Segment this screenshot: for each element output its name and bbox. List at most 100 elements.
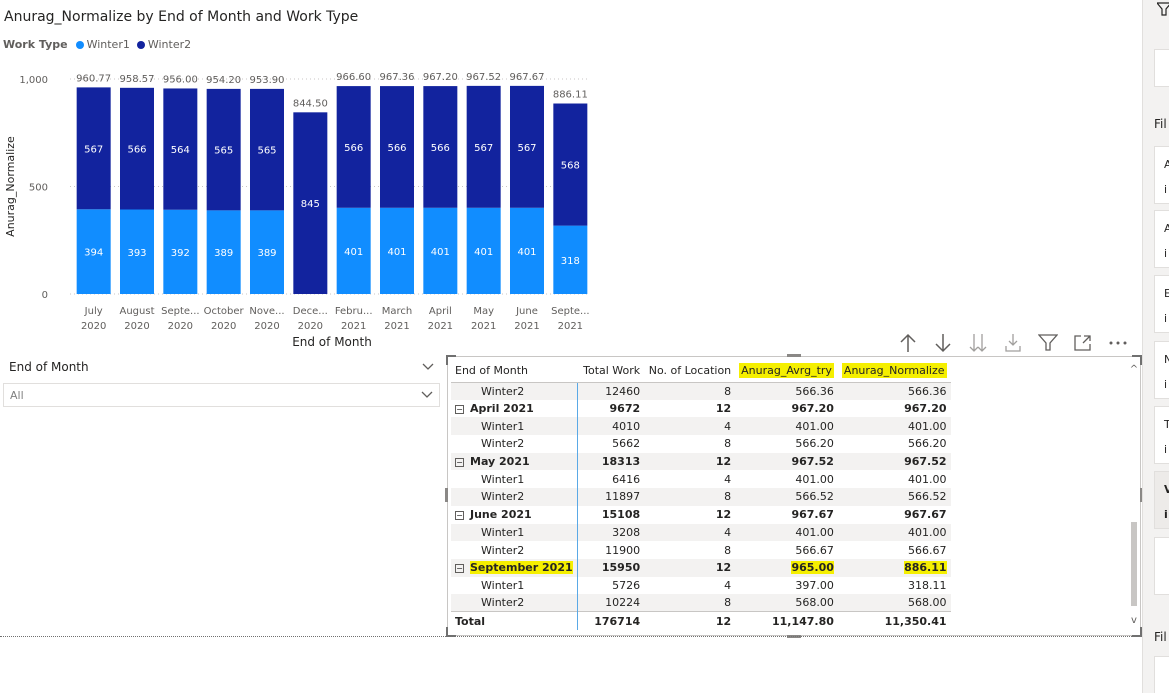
slicer-dropdown[interactable]: All bbox=[3, 383, 440, 407]
filter-card-empty[interactable] bbox=[1154, 656, 1169, 693]
column-header[interactable]: End of Month bbox=[451, 360, 578, 383]
stacked-column-chart: 0 500 1,000 Anurag_Normalize End of Month 394… bbox=[4, 72, 590, 349]
filter-card[interactable]: T i bbox=[1154, 406, 1169, 464]
collapse-icon[interactable]: − bbox=[455, 510, 464, 520]
chart-legend: Work Type Winter1 Winter2 bbox=[3, 38, 194, 51]
bar-segment-winter2 bbox=[163, 88, 198, 210]
value-cell: 568.00 bbox=[735, 594, 838, 612]
filter-icon[interactable] bbox=[1155, 1, 1169, 20]
collapse-icon[interactable]: − bbox=[455, 404, 464, 414]
x-tick-label: 2020 bbox=[168, 321, 193, 332]
more-options-icon[interactable] bbox=[1106, 332, 1130, 354]
bar-segment-winter2 bbox=[250, 88, 284, 211]
filter-card[interactable]: A i bbox=[1154, 146, 1169, 204]
matrix-row[interactable]: Winter1 5726 4 397.00 318.11 bbox=[451, 576, 951, 595]
matrix-row[interactable]: Winter2 5662 8 566.20 566.20 bbox=[451, 435, 951, 453]
cell-text: Winter2 bbox=[481, 596, 525, 610]
filter-card-empty[interactable] bbox=[1154, 537, 1169, 595]
cell-text: 11897 bbox=[605, 490, 641, 504]
value-cell: 8 bbox=[644, 541, 735, 559]
value-cell: 11,350.41 bbox=[837, 611, 951, 630]
column-header[interactable]: Anurag_Normalize bbox=[837, 360, 951, 383]
value-cell: 566.67 bbox=[735, 541, 838, 559]
cell-text: 401.00 bbox=[795, 419, 834, 433]
bar-total-label: 954.20 bbox=[206, 75, 241, 86]
matrix-row[interactable]: Winter1 3208 4 401.00 401.00 bbox=[451, 523, 951, 542]
matrix-table: End of Month Total Work No. of Location … bbox=[451, 360, 951, 630]
matrix-total-row[interactable]: Total 176714 12 11,147.80 11,350.41 bbox=[451, 611, 951, 630]
cell-text: 15950 bbox=[601, 561, 641, 575]
arrow-down-icon[interactable] bbox=[931, 332, 955, 354]
arrow-up-icon[interactable] bbox=[896, 332, 920, 354]
cell-text: 401.00 bbox=[795, 525, 834, 539]
canvas-divider bbox=[0, 636, 1142, 637]
matrix-group-row[interactable]: − September 2021 15950 12 965.00 886.11 bbox=[451, 558, 951, 577]
resize-corner-handle[interactable] bbox=[446, 355, 456, 365]
cell-text: 3208 bbox=[612, 525, 641, 539]
cell-text: 566.67 bbox=[795, 543, 834, 557]
resize-edge-handle[interactable] bbox=[1140, 488, 1143, 502]
cell-text: 11900 bbox=[605, 543, 641, 557]
resize-edge-handle[interactable] bbox=[445, 488, 448, 502]
bar-data-label: 318 bbox=[561, 256, 580, 267]
cell-text: 15108 bbox=[601, 508, 641, 522]
collapse-icon[interactable]: − bbox=[455, 563, 464, 573]
value-cell: 11897 bbox=[577, 488, 645, 506]
matrix-row[interactable]: Winter2 11900 8 566.67 566.67 bbox=[451, 541, 951, 559]
legend-dot-icon bbox=[75, 40, 84, 49]
column-header[interactable]: Total Work bbox=[577, 360, 645, 383]
x-tick-label: 2020 bbox=[124, 321, 149, 332]
filter-card[interactable]: E i bbox=[1154, 275, 1169, 333]
legend-item-winter1[interactable]: Winter1 bbox=[75, 38, 130, 51]
slicer-header[interactable]: End of Month bbox=[3, 357, 440, 377]
filter-card[interactable]: V i bbox=[1154, 471, 1169, 529]
value-cell: 12 bbox=[644, 400, 735, 418]
bar-segment-winter2 bbox=[76, 87, 111, 210]
chevron-down-icon[interactable] bbox=[422, 360, 434, 374]
cell-text: 967.20 bbox=[791, 402, 834, 416]
bar-data-label: 401 bbox=[344, 247, 363, 258]
matrix-group-row[interactable]: − April 2021 9672 12 967.20 967.20 bbox=[451, 399, 951, 418]
filter-icon[interactable] bbox=[1036, 332, 1060, 354]
value-cell: 566.20 bbox=[735, 435, 838, 453]
value-cell: 12 bbox=[644, 452, 736, 471]
resize-corner-handle[interactable] bbox=[1132, 355, 1142, 365]
cell-text: May 2021 bbox=[470, 455, 530, 469]
filter-card[interactable]: N i bbox=[1154, 341, 1169, 399]
x-tick-label: Dece... bbox=[293, 306, 328, 317]
expand-all-icon[interactable] bbox=[966, 332, 990, 354]
cell-text: 318.11 bbox=[908, 578, 947, 592]
scroll-down-icon[interactable]: v bbox=[1131, 615, 1137, 626]
column-header[interactable]: No. of Location bbox=[644, 360, 736, 383]
vertical-scrollbar[interactable]: ^ v bbox=[1129, 364, 1139, 626]
collapse-icon[interactable]: − bbox=[455, 457, 464, 467]
row-header-cell: Winter2 bbox=[451, 488, 578, 506]
scroll-up-icon[interactable]: ^ bbox=[1129, 364, 1139, 375]
matrix-group-row[interactable]: − May 2021 18313 12 967.52 967.52 bbox=[451, 452, 951, 471]
matrix-group-row[interactable]: − June 2021 15108 12 967.67 967.67 bbox=[451, 505, 951, 524]
value-cell: 967.67 bbox=[838, 506, 951, 524]
matrix-row[interactable]: Winter1 6416 4 401.00 401.00 bbox=[451, 470, 951, 489]
matrix-row[interactable]: Winter2 10224 8 568.00 568.00 bbox=[451, 594, 951, 612]
cell-text: 401.00 bbox=[908, 472, 947, 486]
filter-pane-search[interactable] bbox=[1154, 49, 1169, 87]
column-header-label: Anurag_Avrg_try bbox=[739, 363, 834, 379]
matrix-visual[interactable]: End of Month Total Work No. of Location … bbox=[445, 354, 1143, 638]
matrix-row[interactable]: Winter2 12460 8 566.36 566.36 bbox=[451, 382, 951, 400]
matrix-row[interactable]: Winter2 11897 8 566.52 566.52 bbox=[451, 488, 951, 506]
focus-mode-icon[interactable] bbox=[1071, 332, 1095, 354]
value-cell: 568.00 bbox=[837, 594, 951, 612]
filter-card[interactable]: A i bbox=[1154, 210, 1169, 268]
drill-down-icon[interactable] bbox=[1001, 332, 1025, 354]
value-cell: 401.00 bbox=[735, 417, 838, 436]
y-tick-label: 1,000 bbox=[19, 75, 48, 86]
column-header[interactable]: Anurag_Avrg_try bbox=[735, 360, 838, 383]
scrollbar-thumb[interactable] bbox=[1131, 522, 1137, 606]
x-tick-label: 2020 bbox=[254, 321, 279, 332]
value-cell: 10224 bbox=[577, 594, 645, 612]
legend-item-winter2[interactable]: Winter2 bbox=[136, 38, 191, 51]
bar-segment-winter2 bbox=[423, 86, 458, 208]
matrix-row[interactable]: Winter1 4010 4 401.00 401.00 bbox=[451, 417, 951, 436]
resize-edge-handle[interactable] bbox=[787, 354, 801, 357]
value-cell: 318.11 bbox=[838, 577, 951, 595]
